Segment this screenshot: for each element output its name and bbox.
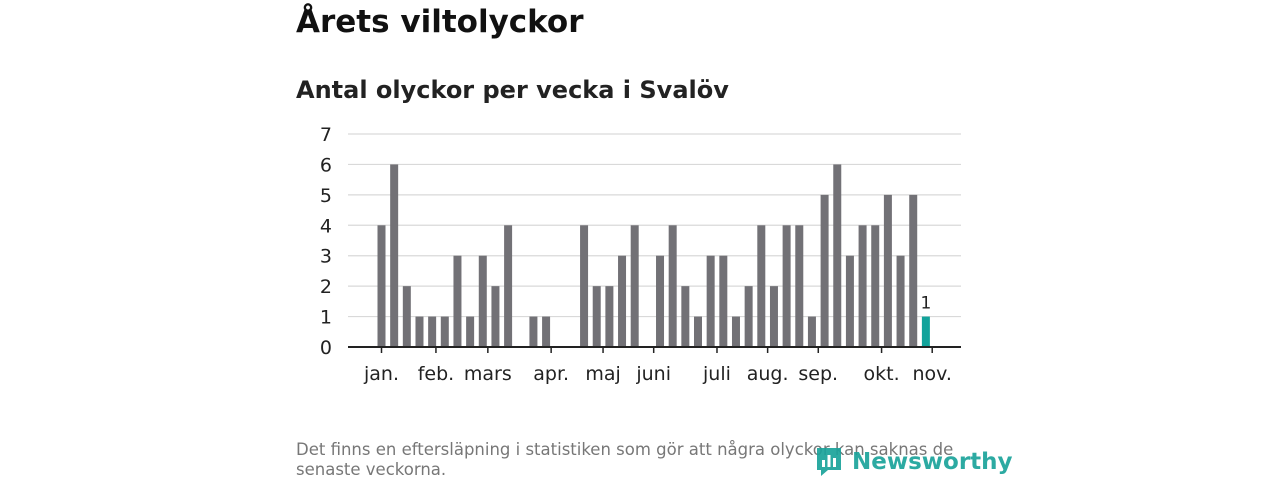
chart-subtitle: Antal olyckor per vecka i Svalöv bbox=[296, 76, 729, 104]
x-tick-label: feb. bbox=[418, 363, 454, 385]
bar bbox=[795, 225, 804, 347]
bar bbox=[415, 316, 424, 347]
bar bbox=[618, 255, 627, 347]
bar bbox=[858, 225, 867, 347]
footnote: Det finns en eftersläpning i statistiken… bbox=[296, 440, 954, 479]
bar bbox=[529, 316, 538, 347]
bar bbox=[896, 255, 905, 347]
bar bbox=[402, 286, 411, 347]
newsworthy-logo-icon bbox=[817, 448, 841, 476]
x-tick-label: nov. bbox=[912, 363, 951, 385]
bar bbox=[592, 286, 601, 347]
bar bbox=[909, 194, 918, 347]
bar bbox=[757, 225, 766, 347]
bar bbox=[478, 255, 487, 347]
bar bbox=[744, 286, 753, 347]
bar bbox=[390, 164, 399, 347]
x-tick-label: sep. bbox=[798, 363, 838, 385]
newsworthy-logo-text: Newsworthy bbox=[852, 449, 1013, 475]
y-tick-label: 4 bbox=[320, 215, 332, 237]
bar bbox=[656, 255, 665, 347]
bar bbox=[440, 316, 449, 347]
bar bbox=[731, 316, 740, 347]
x-tick-label: juni bbox=[635, 363, 671, 385]
bar bbox=[820, 194, 829, 347]
bar-highlight bbox=[921, 316, 930, 347]
y-tick-label: 0 bbox=[320, 337, 332, 359]
bar bbox=[782, 225, 791, 347]
bar bbox=[706, 255, 715, 347]
bar bbox=[719, 255, 728, 347]
y-tick-label: 6 bbox=[320, 154, 332, 176]
bar bbox=[377, 225, 386, 347]
y-tick-label: 5 bbox=[320, 185, 332, 207]
bar bbox=[883, 194, 892, 347]
y-tick-label: 2 bbox=[320, 276, 332, 298]
bar bbox=[668, 225, 677, 347]
bar bbox=[580, 225, 589, 347]
bar bbox=[542, 316, 551, 347]
bar bbox=[466, 316, 475, 347]
x-tick-label: mars bbox=[464, 363, 512, 385]
page-title: Årets viltolyckor bbox=[296, 4, 584, 40]
bar bbox=[681, 286, 690, 347]
bar bbox=[605, 286, 614, 347]
bar bbox=[807, 316, 816, 347]
y-tick-label: 3 bbox=[320, 246, 332, 268]
bar bbox=[428, 316, 437, 347]
bar bbox=[769, 286, 778, 347]
bar bbox=[504, 225, 513, 347]
bar bbox=[833, 164, 842, 347]
x-tick-label: jan. bbox=[363, 363, 399, 385]
y-tick-label: 1 bbox=[320, 307, 332, 329]
x-tick-label: juli bbox=[702, 363, 731, 385]
bar bbox=[694, 316, 702, 347]
x-tick-label: maj bbox=[585, 363, 620, 385]
bar bbox=[845, 255, 854, 347]
bar bbox=[491, 286, 500, 347]
newsworthy-logo[interactable]: Newsworthy bbox=[814, 445, 1013, 479]
data-label: 1 bbox=[920, 294, 931, 314]
bar bbox=[453, 255, 462, 347]
x-tick-label: okt. bbox=[864, 363, 900, 385]
bar bbox=[630, 225, 639, 347]
bar bbox=[871, 225, 880, 347]
y-tick-label: 7 bbox=[320, 124, 332, 146]
x-tick-label: aug. bbox=[747, 363, 789, 385]
x-tick-label: apr. bbox=[533, 363, 569, 385]
